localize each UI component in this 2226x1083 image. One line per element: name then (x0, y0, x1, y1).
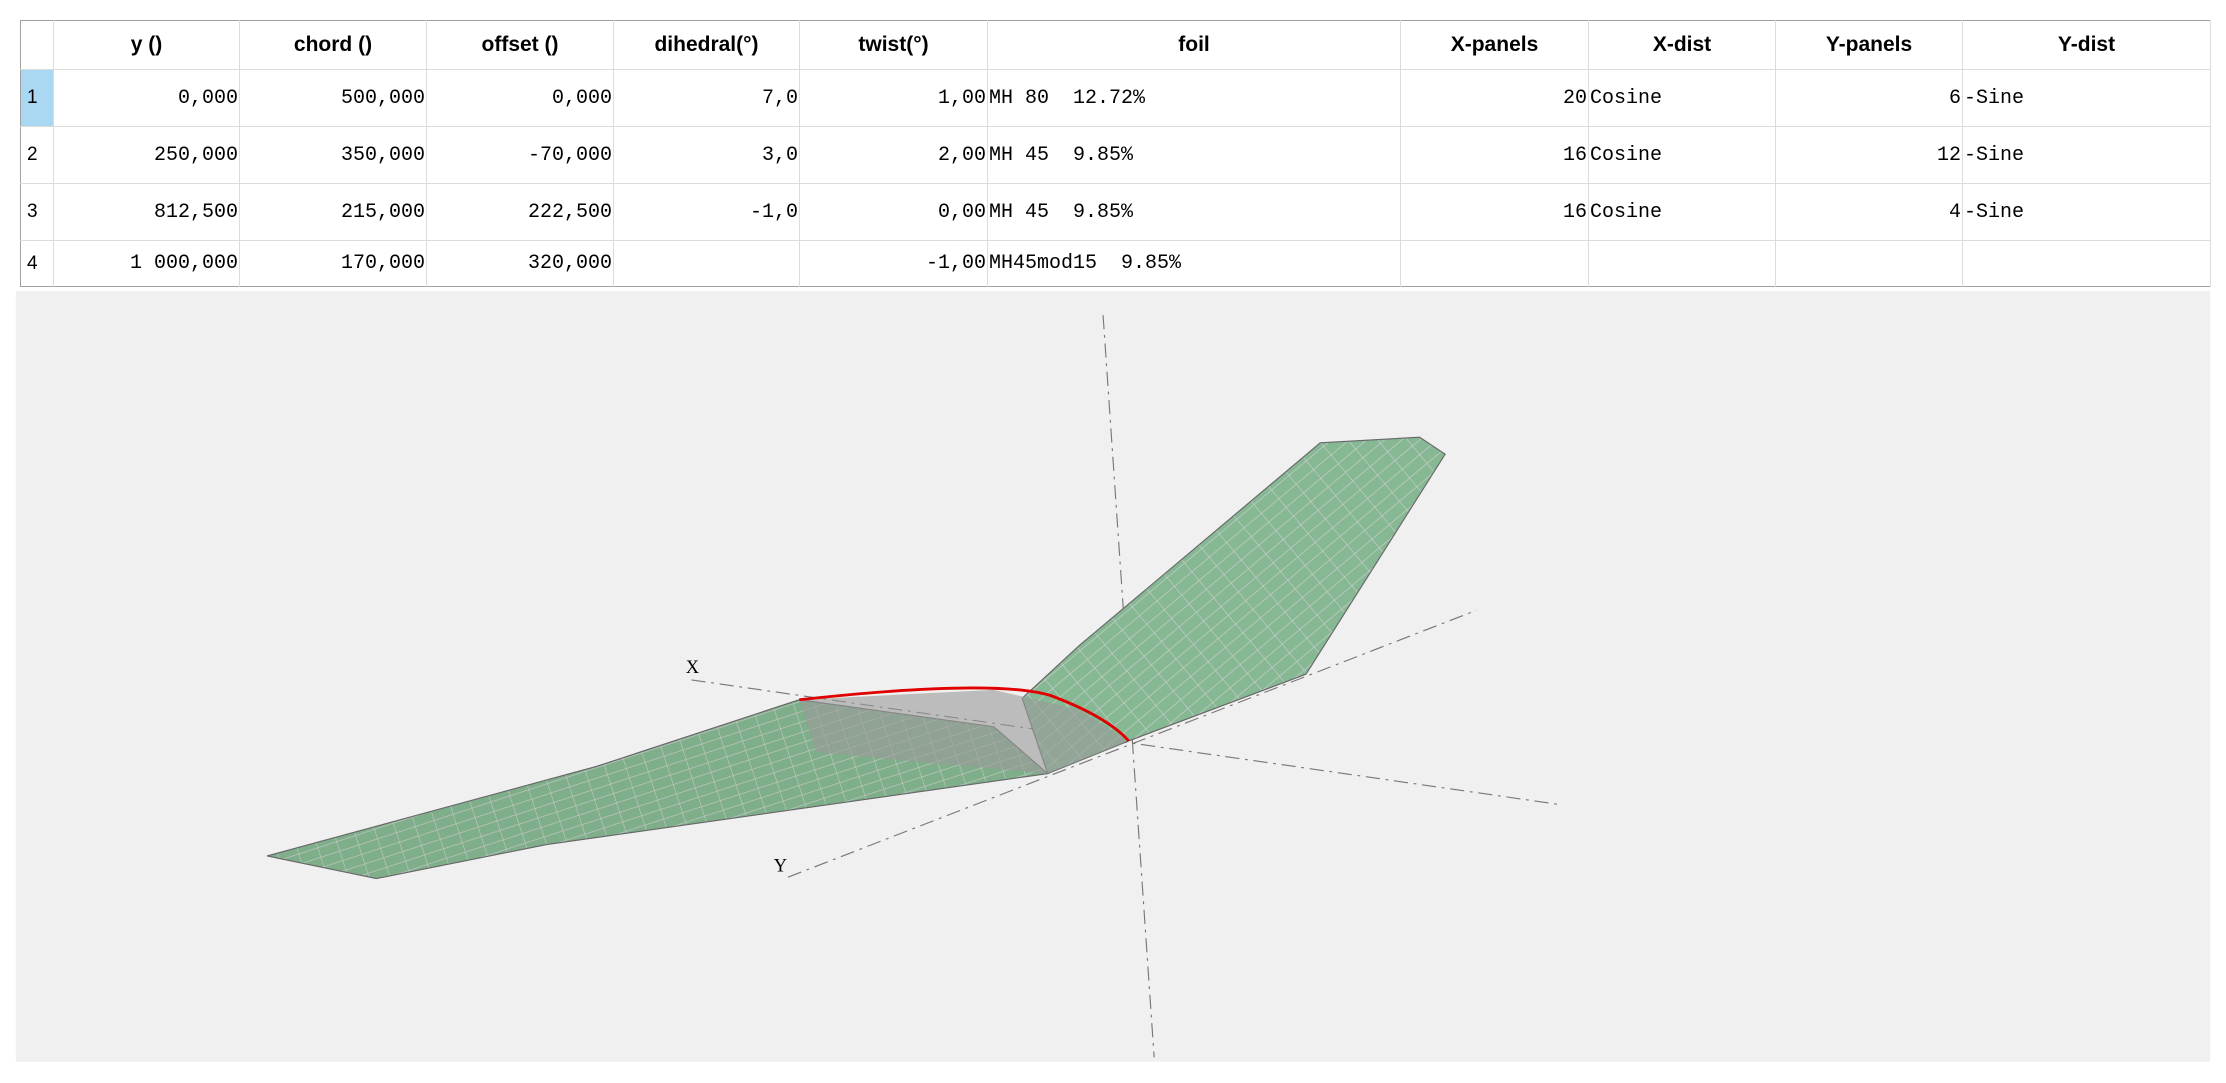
table-cell (1962, 240, 2211, 287)
column-header: y () (53, 20, 240, 70)
center-section (799, 689, 1129, 774)
table-cell: MH 45 9.85% (987, 183, 1401, 241)
table-cell: MH45mod15 9.85% (987, 240, 1401, 287)
axis-label: Y (774, 856, 787, 876)
table-cell: -Sine (1962, 126, 2211, 184)
wing-table: y () chord () offset () dihedral(°) twist(°)… (20, 20, 2211, 287)
table-row: 3 812,500 215,000 222,500 -1,0 0,00 MH 45 9.85… (20, 183, 2211, 241)
table-cell: 500,000 (239, 69, 427, 127)
header-row: y () chord () offset () dihedral(°) twist(°)… (20, 20, 2211, 70)
table-cell: 2,00 (799, 126, 988, 184)
table-cell: 12 (1775, 126, 1963, 184)
table-cell: Cosine (1588, 69, 1776, 127)
table-cell: Cosine (1588, 183, 1776, 241)
table-cell (1775, 240, 1963, 287)
table-cell: 16 (1400, 126, 1589, 184)
column-header: twist(°) (799, 20, 988, 70)
table-cell: 6 (1775, 69, 1963, 127)
table-cell: 222,500 (426, 183, 614, 241)
table-cell (1400, 240, 1589, 287)
column-header: Y-dist (1962, 20, 2211, 70)
table-cell: -Sine (1962, 183, 2211, 241)
table-cell: 7,0 (613, 69, 800, 127)
table-cell: 16 (1400, 183, 1589, 241)
root-foil (799, 686, 1130, 742)
column-header: foil (987, 20, 1401, 70)
table-cell: 3,0 (613, 126, 800, 184)
table-cell (1588, 240, 1776, 287)
table-cell: 350,000 (239, 126, 427, 184)
row-index: 1 (20, 69, 54, 127)
table-cell: Cosine (1588, 126, 1776, 184)
table-row: 2 250,000 350,000 -70,000 3,0 2,00 MH 45 9.85%… (20, 126, 2211, 184)
column-header: X-panels (1400, 20, 1589, 70)
column-header: chord () (239, 20, 427, 70)
table-cell: 250,000 (53, 126, 240, 184)
column-header: Y-panels (1775, 20, 1963, 70)
table-cell: 0,000 (53, 69, 240, 127)
table-cell: -1,0 (613, 183, 800, 241)
table-cell: 1,00 (799, 69, 988, 127)
table-row: 1 0,000 500,000 0,000 7,0 1,00 MH 80 12.72% 20 C… (20, 69, 2211, 127)
row-index: 2 (20, 126, 54, 184)
table-cell: 0,00 (799, 183, 988, 241)
table-cell: -1,00 (799, 240, 988, 287)
row-index: 3 (20, 183, 54, 241)
table-cell: -70,000 (426, 126, 614, 184)
axis-label: X (686, 657, 699, 677)
column-header: offset () (426, 20, 614, 70)
table-cell (613, 240, 800, 287)
table-cell: 320,000 (426, 240, 614, 287)
table-cell: 170,000 (239, 240, 427, 287)
column-header: X-dist (1588, 20, 1776, 70)
column-header: dihedral(°) (613, 20, 800, 70)
table-cell: 215,000 (239, 183, 427, 241)
table-cell: 812,500 (53, 183, 240, 241)
corner (20, 20, 54, 70)
table-cell: 1 000,000 (53, 240, 240, 287)
table-cell: MH 80 12.72% (987, 69, 1401, 127)
row-index: 4 (20, 240, 54, 287)
table-cell: MH 45 9.85% (987, 126, 1401, 184)
table-cell: 20 (1400, 69, 1589, 127)
table-cell: -Sine (1962, 69, 2211, 127)
table-cell: 0,000 (426, 69, 614, 127)
table-cell: 4 (1775, 183, 1963, 241)
